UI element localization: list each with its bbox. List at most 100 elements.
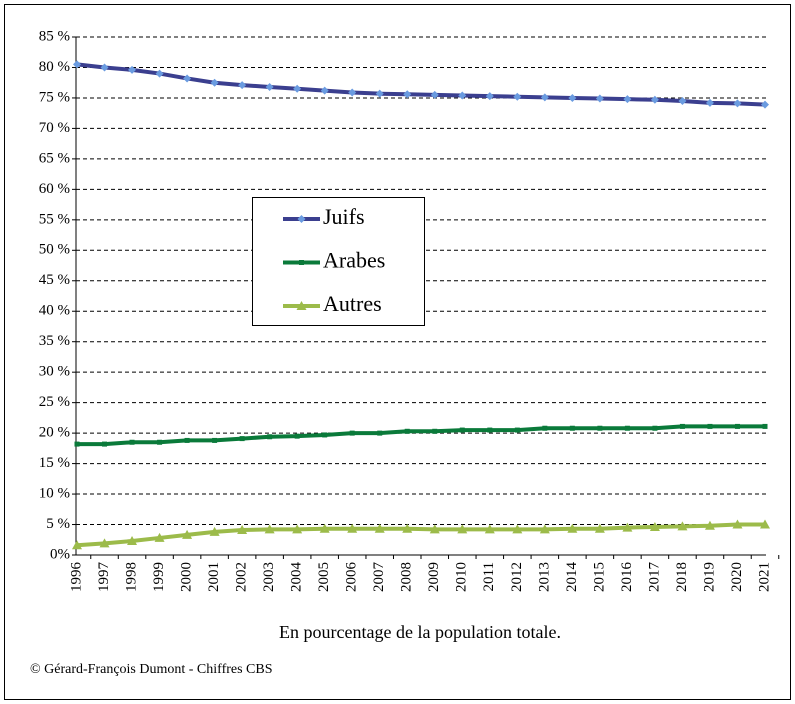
x-tick-label: 2005 [316,562,332,592]
marker [100,63,109,72]
x-tick-label: 2008 [399,562,415,592]
marker [761,100,769,109]
marker [129,439,135,445]
x-tick-label: 2021 [756,562,772,592]
marker [209,526,220,536]
marker [404,428,410,434]
marker [430,90,439,99]
marker [320,86,329,95]
marker [264,524,275,534]
y-tick-label: 50 % [39,242,70,258]
chart-border [4,4,791,700]
marker [432,428,438,434]
y-tick-label: 80 % [39,59,70,75]
marker [650,95,659,104]
x-tick-label: 2011 [481,562,497,591]
x-tick-label: 2002 [234,562,250,592]
marker [237,525,248,535]
marker [297,215,306,223]
y-tick-label: 5 % [46,516,70,532]
marker [595,94,604,103]
marker [623,95,632,104]
x-tick-label: 2013 [536,562,552,592]
x-tick-label: 2019 [701,562,717,592]
x-tick-label: 2015 [591,562,607,592]
marker [319,523,330,533]
marker [457,524,468,534]
marker [513,92,522,101]
marker [704,520,715,530]
marker [183,74,192,83]
marker [569,425,575,431]
marker [458,91,467,100]
marker [238,81,247,90]
marker [239,436,245,442]
x-tick-label: 1996 [68,562,84,593]
marker [762,423,768,429]
x-tick-label: 2014 [564,562,580,593]
marker [539,524,550,534]
marker [349,430,355,436]
y-tick-label: 70 % [39,120,70,136]
marker [624,425,630,431]
marker [567,523,578,533]
marker [347,523,358,533]
y-tick-label: 75 % [39,89,70,105]
x-tick-label: 2001 [206,562,222,592]
y-tick-label: 20 % [39,425,70,441]
marker [622,522,633,532]
marker [293,84,302,93]
marker [127,535,138,545]
marker [429,524,440,534]
marker [649,521,660,531]
marker [374,523,385,533]
marker [402,523,413,533]
x-tick-label: 2007 [371,562,387,593]
marker [732,519,743,529]
legend-label: Arabes [323,248,385,273]
x-tick-label: 1998 [123,562,139,592]
y-tick-label: 60 % [39,181,70,197]
y-tick-label: 55 % [39,211,70,227]
marker [296,301,307,310]
marker [485,92,494,101]
marker [760,519,770,529]
x-tick-label: 2000 [179,562,195,592]
x-tick-label: 2010 [454,562,470,592]
series-line [77,424,765,447]
legend-box [252,197,425,326]
marker [375,89,384,98]
x-tick-label: 2017 [646,562,662,593]
legend-label: Juifs [323,204,365,229]
marker [265,82,274,91]
marker [403,90,412,99]
marker [72,540,82,550]
x-axis-label: En pourcentage de la population totale. [279,622,561,642]
marker [294,433,300,439]
marker [102,441,108,447]
x-tick-label: 2006 [344,562,360,593]
x-tick-label: 2012 [509,562,525,592]
x-tick-label: 2016 [619,562,635,593]
marker [487,427,493,433]
marker [707,423,713,429]
marker [154,532,165,542]
marker [322,432,328,438]
y-tick-label: 15 % [39,455,70,471]
series-line [76,62,766,107]
marker [705,98,714,107]
y-tick-label: 0% [50,546,70,562]
marker [73,60,81,69]
x-tick-label: 1999 [151,562,167,592]
marker [459,427,465,433]
marker [542,425,548,431]
marker [157,439,163,445]
marker [299,260,304,265]
marker [734,423,740,429]
y-tick-label: 65 % [39,150,70,166]
marker [568,93,577,102]
marker [597,425,603,431]
marker [74,441,80,447]
marker [155,69,164,78]
